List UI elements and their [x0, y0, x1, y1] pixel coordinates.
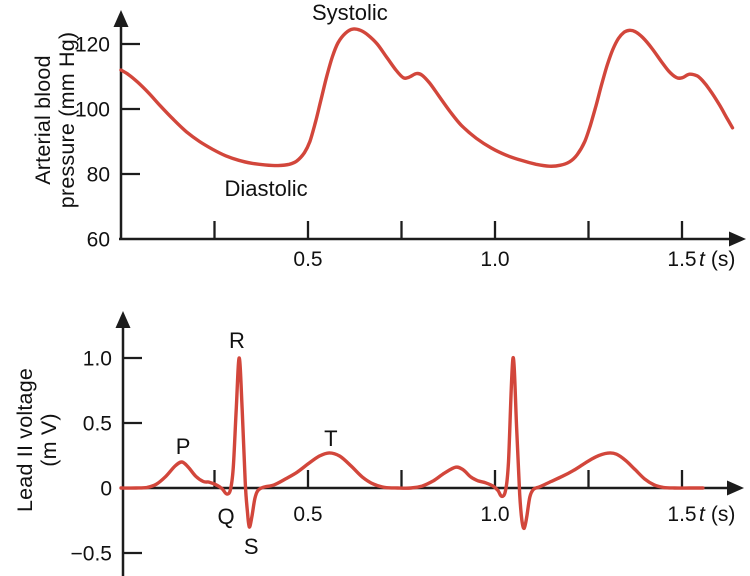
- y-tick-label: 1.0: [83, 348, 112, 371]
- y-axis-title-line-2: (m V): [37, 413, 61, 467]
- x-axis-arrow-icon: [729, 231, 746, 247]
- y-tick-label: 100: [75, 99, 110, 122]
- blood-pressure-chart: 0.5 1.0 1.5 60 80 100 120 t (s) Arterial blood pre…: [31, 0, 746, 271]
- annotation-diastolic: Diastolic: [225, 176, 308, 201]
- y-axis-arrow-icon: [113, 10, 129, 27]
- annotation-r-wave: R: [229, 328, 245, 353]
- y-axis-title-line-2: pressure (mm Hg): [55, 32, 79, 208]
- y-tick-label: −0.5: [71, 543, 112, 566]
- y-tick-label: 120: [75, 34, 110, 57]
- annotation-s-wave: S: [244, 534, 259, 559]
- y-tick-label: 80: [87, 164, 110, 187]
- y-axis-arrow-icon: [115, 311, 131, 328]
- ecg-chart: 0.5 1.0 1.5 −0.5 0 0.5 1.0 t (s) Lead II voltage(…: [13, 311, 744, 576]
- y-tick-label: 60: [87, 229, 110, 252]
- x-tick-label: 1.0: [480, 503, 509, 526]
- annotation-q-wave: Q: [218, 504, 235, 529]
- annotation-systolic: Systolic: [312, 0, 388, 25]
- annotation-p-wave: P: [176, 434, 191, 459]
- y-axis-title-line-1: Arterial blood: [31, 55, 55, 184]
- arterial-pressure-curve: [119, 27, 735, 168]
- lead-ii-voltage-curve: [119, 356, 705, 531]
- x-tick-label: 1.0: [480, 248, 509, 271]
- y-axis-title-line-1: Lead II voltage: [13, 368, 37, 512]
- y-tick-label: 0.5: [83, 413, 112, 436]
- x-tick-label: 0.5: [293, 248, 322, 271]
- x-tick-label: 0.5: [293, 503, 322, 526]
- x-axis-label: t (s): [699, 248, 735, 271]
- x-tick-label: 1.5: [667, 248, 696, 271]
- x-axis-label: t (s): [699, 503, 735, 526]
- y-tick-label: 0: [100, 478, 112, 501]
- annotation-t-wave: T: [324, 426, 337, 451]
- x-axis-arrow-icon: [727, 480, 744, 496]
- x-tick-label: 1.5: [667, 503, 696, 526]
